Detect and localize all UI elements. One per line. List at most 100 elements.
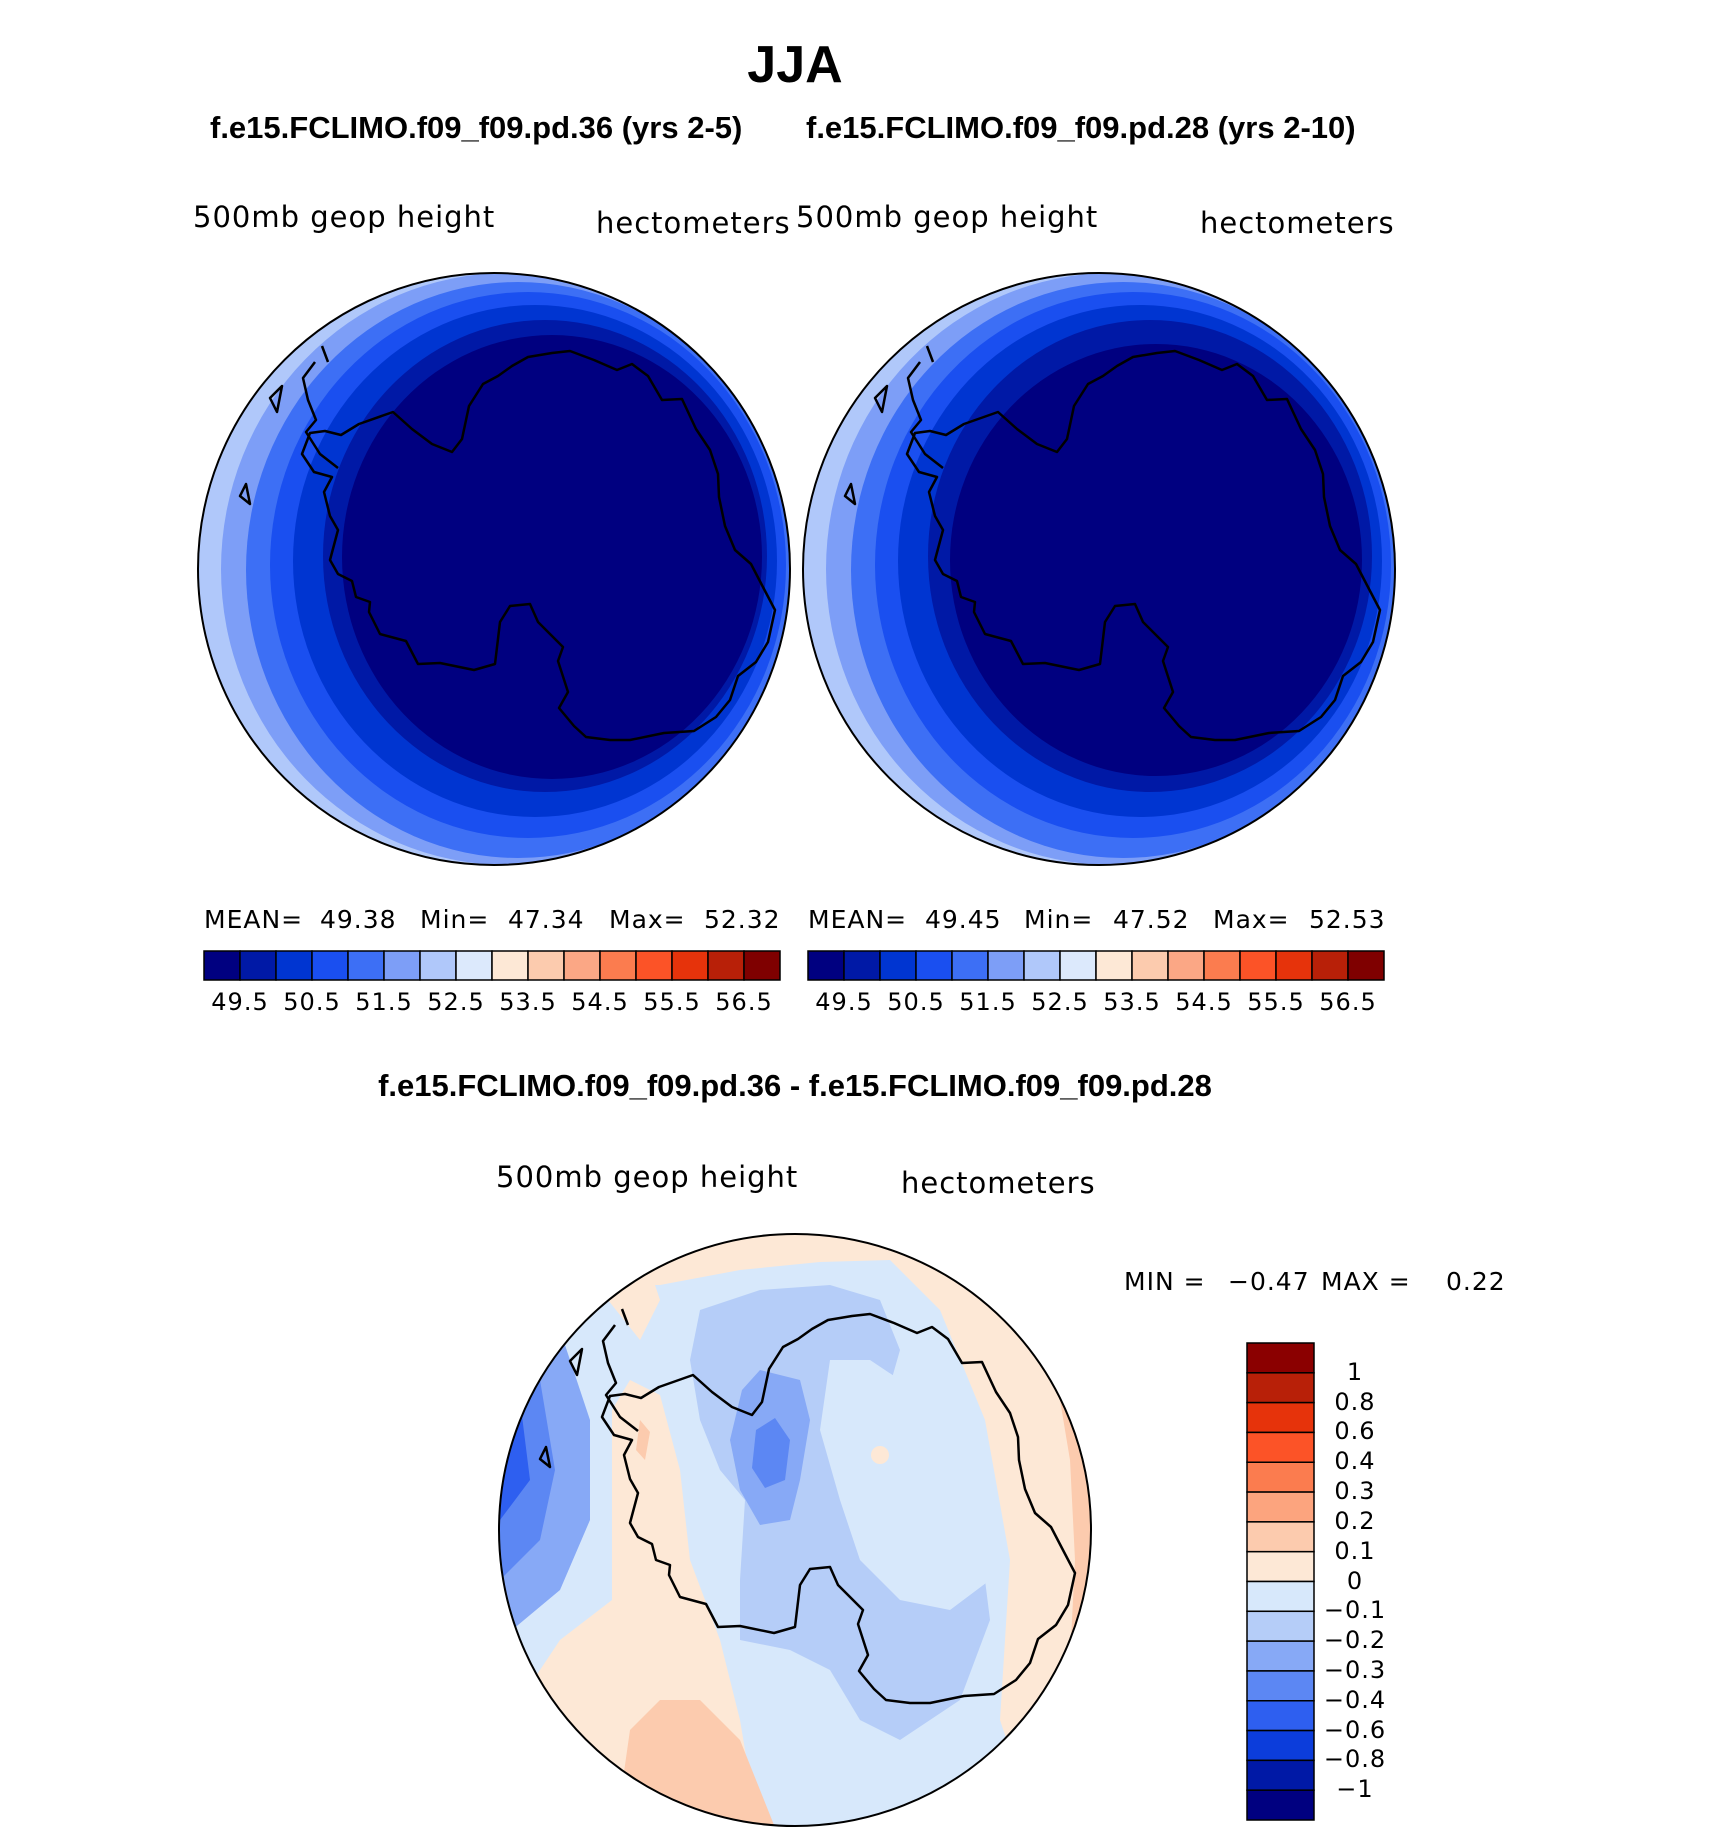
colorbar-label: 49.5 <box>815 988 873 1016</box>
case1-title: f.e15.FCLIMO.f09_f09.pd.36 (yrs 2-5) <box>210 110 743 145</box>
colorbar-label: 0.6 <box>1334 1417 1376 1446</box>
colorbar-label: 53.5 <box>499 988 557 1016</box>
colorbar-label: −1 <box>1336 1775 1374 1804</box>
colorbar-swatch <box>743 950 781 981</box>
colorbar-swatch <box>879 950 917 981</box>
case1-min-label: Min= <box>420 905 490 934</box>
colorbar-label: 56.5 <box>715 988 773 1016</box>
case2-max-label: Max= <box>1213 905 1290 934</box>
colorbar-swatch <box>1203 950 1241 981</box>
colorbar-label: −0.6 <box>1323 1715 1387 1744</box>
colorbar-swatch <box>1246 1342 1315 1374</box>
colorbar-label: 54.5 <box>571 988 629 1016</box>
colorbar-swatch <box>1246 1401 1315 1434</box>
case1-max-value: 52.32 <box>704 905 781 934</box>
colorbar-label: 50.5 <box>887 988 945 1016</box>
diff-min-value: −0.47 <box>1228 1267 1310 1296</box>
diff-max-value: 0.22 <box>1446 1267 1506 1296</box>
diff-units-label: hectometers <box>901 1166 1096 1200</box>
case1-min-value: 47.34 <box>508 905 585 934</box>
colorbar-swatch <box>807 950 845 981</box>
colorbar-label: 56.5 <box>1319 988 1377 1016</box>
colorbar-swatch <box>1246 1789 1315 1821</box>
colorbar-swatch <box>915 950 953 981</box>
colorbar-swatch <box>1023 950 1061 981</box>
colorbar-swatch <box>419 950 457 981</box>
colorbar-swatch <box>1246 1550 1315 1583</box>
case1-colorbar <box>203 950 781 981</box>
colorbar-swatch <box>1239 950 1277 981</box>
colorbar-swatch <box>1246 1580 1315 1613</box>
case1-mean-value: 49.38 <box>320 905 397 934</box>
colorbar-swatch <box>1246 1759 1315 1791</box>
diff-map <box>499 1234 1091 1826</box>
colorbar-label: −0.2 <box>1323 1626 1387 1655</box>
colorbar-swatch <box>1246 1491 1315 1523</box>
colorbar-swatch <box>671 950 709 981</box>
colorbar-swatch <box>1246 1610 1315 1642</box>
colorbar-label: 0.8 <box>1334 1387 1376 1416</box>
diff-max-label: MAX = <box>1321 1267 1411 1296</box>
colorbar-label: 51.5 <box>959 988 1017 1016</box>
colorbar-swatch <box>1246 1670 1315 1702</box>
colorbar-swatch <box>1246 1372 1315 1404</box>
case2-min-value: 47.52 <box>1113 905 1190 934</box>
colorbar-swatch <box>1131 950 1169 981</box>
colorbar-swatch <box>1095 950 1133 981</box>
colorbar-swatch <box>951 950 989 981</box>
case2-variable-label: 500mb geop height <box>796 200 1099 234</box>
diff-colorbar <box>1246 1342 1315 1821</box>
colorbar-label: −0.3 <box>1323 1655 1387 1684</box>
colorbar-label: 54.5 <box>1175 988 1233 1016</box>
colorbar-swatch <box>1059 950 1097 981</box>
colorbar-label: 55.5 <box>1247 988 1305 1016</box>
case1-mean-label: MEAN= <box>204 905 304 934</box>
figure-title: JJA <box>747 36 843 94</box>
colorbar-swatch <box>563 950 601 981</box>
colorbar-label: 0.4 <box>1334 1447 1376 1476</box>
colorbar-swatch <box>599 950 637 981</box>
case1-map <box>198 273 790 865</box>
colorbar-swatch <box>635 950 673 981</box>
colorbar-swatch <box>275 950 313 981</box>
colorbar-swatch <box>1246 1729 1315 1762</box>
colorbar-swatch <box>1246 1640 1315 1672</box>
colorbar-swatch <box>987 950 1025 981</box>
case2-map <box>803 273 1395 865</box>
colorbar-label: −0.8 <box>1323 1745 1387 1774</box>
colorbar-label: 0.1 <box>1334 1536 1376 1565</box>
colorbar-swatch <box>843 950 881 981</box>
colorbar-label: −0.4 <box>1323 1685 1387 1714</box>
case2-max-value: 52.53 <box>1309 905 1386 934</box>
case2-mean-value: 49.45 <box>925 905 1002 934</box>
colorbar-swatch <box>707 950 745 981</box>
colorbar-label: 1 <box>1346 1357 1364 1386</box>
colorbar-label: 0.3 <box>1334 1477 1376 1506</box>
colorbar-label: 0 <box>1346 1566 1364 1595</box>
case2-mean-label: MEAN= <box>808 905 908 934</box>
colorbar-swatch <box>1246 1521 1315 1553</box>
colorbar-swatch <box>203 950 241 981</box>
colorbar-label: 53.5 <box>1103 988 1161 1016</box>
colorbar-swatch <box>1167 950 1205 981</box>
case2-colorbar <box>807 950 1385 981</box>
diff-title: f.e15.FCLIMO.f09_f09.pd.36 - f.e15.FCLIM… <box>378 1068 1212 1103</box>
colorbar-swatch <box>1246 1461 1315 1493</box>
diff-variable-label: 500mb geop height <box>496 1160 799 1194</box>
colorbar-swatch <box>491 950 529 981</box>
diff-min-label: MIN = <box>1124 1267 1206 1296</box>
colorbar-swatch <box>311 950 349 981</box>
colorbar-swatch <box>347 950 385 981</box>
case1-max-label: Max= <box>609 905 686 934</box>
colorbar-swatch <box>1311 950 1349 981</box>
colorbar-label: 51.5 <box>355 988 413 1016</box>
colorbar-swatch <box>239 950 277 981</box>
colorbar-swatch <box>1246 1700 1315 1732</box>
colorbar-label: 52.5 <box>427 988 485 1016</box>
case2-units-label: hectometers <box>1200 206 1395 240</box>
colorbar-label: −0.1 <box>1323 1596 1387 1625</box>
colorbar-swatch <box>1275 950 1313 981</box>
colorbar-label: 55.5 <box>643 988 701 1016</box>
case2-title: f.e15.FCLIMO.f09_f09.pd.28 (yrs 2-10) <box>806 110 1356 145</box>
colorbar-swatch <box>383 950 421 981</box>
